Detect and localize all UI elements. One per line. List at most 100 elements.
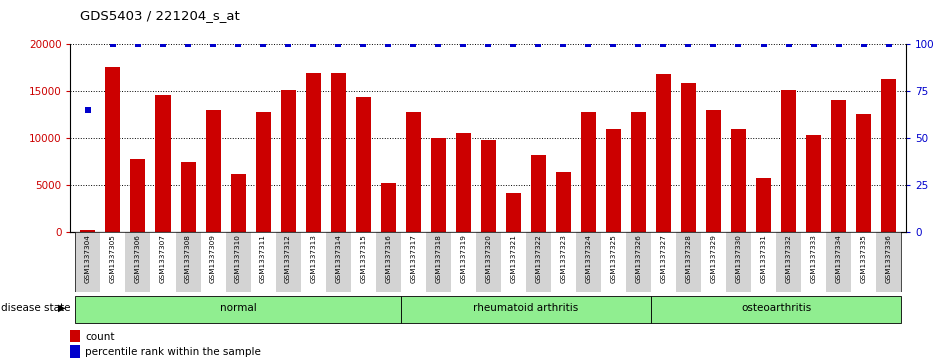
Bar <box>401 295 651 323</box>
Bar <box>481 140 496 232</box>
Text: GSM1337325: GSM1337325 <box>610 234 616 283</box>
Text: GSM1337314: GSM1337314 <box>335 234 341 283</box>
Bar <box>231 174 246 232</box>
Bar <box>581 113 596 232</box>
Point <box>506 41 521 46</box>
Bar <box>206 110 221 232</box>
Bar <box>305 73 320 232</box>
Bar <box>851 232 876 292</box>
Point <box>656 41 671 46</box>
Bar <box>176 232 201 292</box>
Text: GSM1337323: GSM1337323 <box>561 234 566 283</box>
Text: GSM1337308: GSM1337308 <box>185 234 191 283</box>
Bar <box>651 295 901 323</box>
Point <box>156 41 171 46</box>
Text: disease state: disease state <box>1 303 70 313</box>
Bar <box>656 74 671 232</box>
Bar <box>131 159 146 232</box>
Text: GSM1337321: GSM1337321 <box>510 234 516 283</box>
Bar <box>431 138 446 232</box>
Text: GSM1337335: GSM1337335 <box>861 234 867 283</box>
Text: GSM1337318: GSM1337318 <box>436 234 441 283</box>
Text: GSM1337333: GSM1337333 <box>810 234 817 283</box>
Bar <box>75 295 401 323</box>
Point <box>531 41 546 46</box>
Bar <box>751 232 776 292</box>
Point <box>131 41 146 46</box>
Bar <box>681 83 696 232</box>
Bar <box>201 232 225 292</box>
Point <box>681 41 696 46</box>
Text: GSM1337313: GSM1337313 <box>310 234 316 283</box>
Point <box>781 41 796 46</box>
Bar <box>251 232 276 292</box>
Point <box>756 41 771 46</box>
Text: GSM1337326: GSM1337326 <box>636 234 641 283</box>
Point <box>481 41 496 46</box>
Point <box>356 41 371 46</box>
Bar <box>606 129 621 232</box>
Bar <box>455 133 470 232</box>
Bar <box>700 232 726 292</box>
Bar <box>631 113 646 232</box>
Bar <box>531 155 546 232</box>
Point <box>305 41 320 46</box>
Point <box>431 41 446 46</box>
Text: GSM1337327: GSM1337327 <box>660 234 667 283</box>
Text: GSM1337332: GSM1337332 <box>786 234 792 283</box>
Bar <box>756 178 771 232</box>
Bar <box>300 232 326 292</box>
Text: GSM1337309: GSM1337309 <box>210 234 216 283</box>
Point <box>206 41 221 46</box>
Point <box>606 41 621 46</box>
Text: GSM1337330: GSM1337330 <box>735 234 742 283</box>
Bar <box>831 100 846 232</box>
Text: GSM1337328: GSM1337328 <box>685 234 691 283</box>
Bar <box>180 163 195 232</box>
Text: GSM1337334: GSM1337334 <box>836 234 841 283</box>
Bar <box>551 232 576 292</box>
Bar <box>276 232 300 292</box>
Bar <box>425 232 451 292</box>
Point <box>180 41 195 46</box>
Text: GSM1337306: GSM1337306 <box>135 234 141 283</box>
Bar <box>601 232 626 292</box>
Text: normal: normal <box>220 303 256 313</box>
Bar <box>526 232 551 292</box>
Bar <box>70 330 80 342</box>
Text: GDS5403 / 221204_s_at: GDS5403 / 221204_s_at <box>80 9 239 22</box>
Text: rheumatoid arthritis: rheumatoid arthritis <box>473 303 578 313</box>
Bar <box>856 114 871 232</box>
Bar <box>726 232 751 292</box>
Point <box>856 41 871 46</box>
Bar <box>100 232 126 292</box>
Text: count: count <box>85 331 115 342</box>
Point <box>556 41 571 46</box>
Bar <box>376 232 401 292</box>
Bar <box>225 232 251 292</box>
Point <box>331 41 346 46</box>
Bar <box>500 232 526 292</box>
Bar <box>781 90 796 232</box>
Bar <box>356 97 371 232</box>
Bar <box>626 232 651 292</box>
Bar <box>126 232 150 292</box>
Bar <box>801 232 826 292</box>
Point <box>231 41 246 46</box>
Text: GSM1337305: GSM1337305 <box>110 234 115 283</box>
Bar <box>776 232 801 292</box>
Point <box>255 41 270 46</box>
Text: GSM1337304: GSM1337304 <box>85 234 91 283</box>
Bar <box>401 232 425 292</box>
Point <box>806 41 821 46</box>
Bar <box>476 232 500 292</box>
Point <box>581 41 596 46</box>
Text: osteoarthritis: osteoarthritis <box>741 303 811 313</box>
Bar <box>676 232 700 292</box>
Bar <box>156 94 171 232</box>
Point <box>81 107 96 113</box>
Text: GSM1337319: GSM1337319 <box>460 234 467 283</box>
Bar <box>731 130 746 232</box>
Text: GSM1337310: GSM1337310 <box>235 234 241 283</box>
Point <box>731 41 746 46</box>
